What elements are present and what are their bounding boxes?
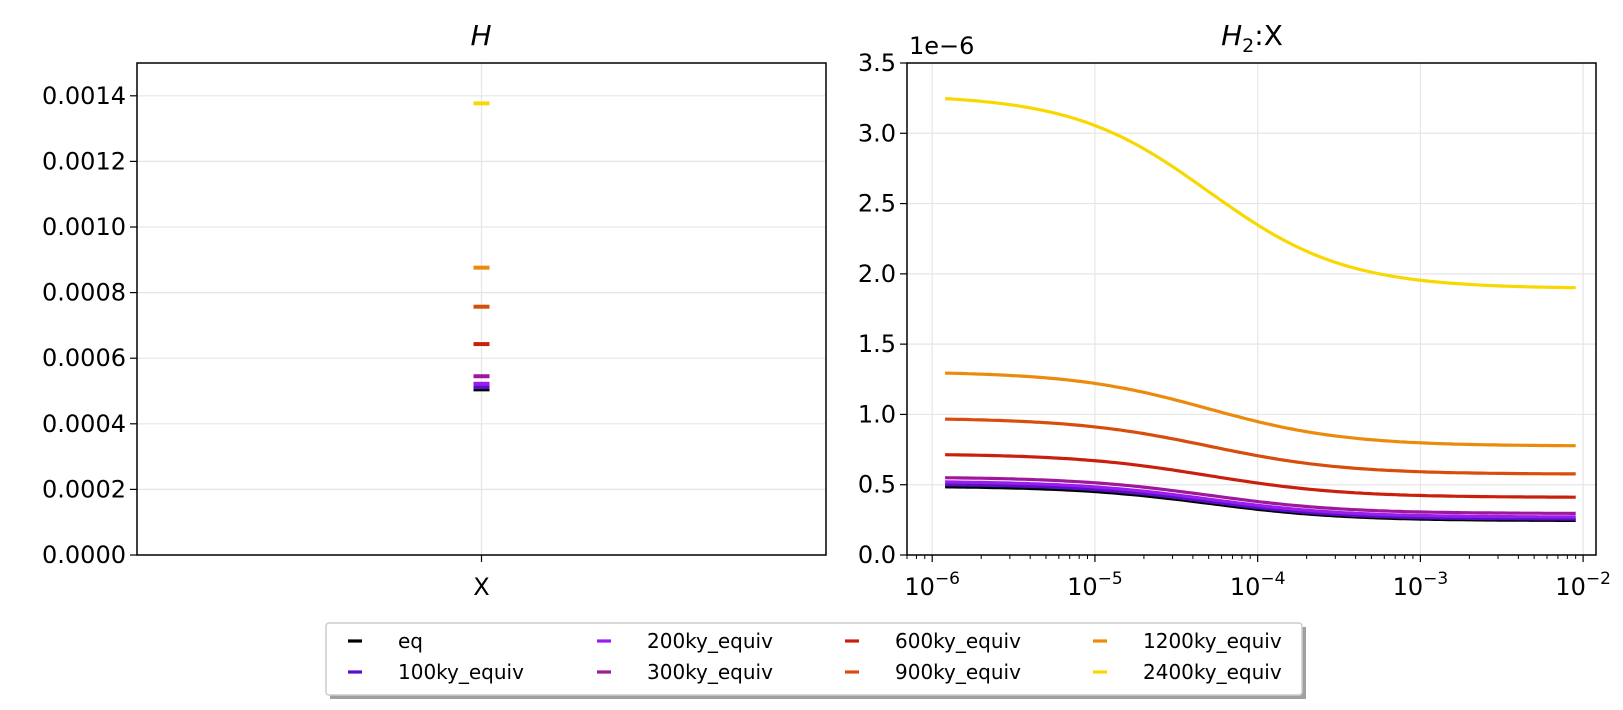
y-tick-label: 3.5 — [858, 49, 896, 77]
y-tick-label: 1.5 — [858, 330, 896, 358]
right-y-offset-label: 1e−6 — [909, 32, 974, 60]
legend-entries: eq 100ky_equiv 200ky_equiv 300ky_equiv 600ky… — [348, 629, 1282, 684]
right-title-suffix: :X — [1254, 19, 1283, 52]
legend-label-1200ky_equiv: 1200ky_equiv — [1143, 629, 1282, 653]
legend-label-2400ky_equiv: 2400ky_equiv — [1143, 660, 1282, 684]
legend-label-300ky_equiv: 300ky_equiv — [647, 660, 773, 684]
right-axes-frame — [906, 62, 1597, 556]
right-title-main: H — [1221, 19, 1242, 52]
legend-label-600ky_equiv: 600ky_equiv — [895, 629, 1021, 653]
y-tick-label: 0.0002 — [42, 475, 126, 503]
legend-label-eq: eq — [398, 629, 423, 653]
x-tick-label: 10−4 — [1230, 569, 1286, 601]
left-panel: 0.0000 0.0002 0.0004 0.0006 0.0008 0.0010 0.00… — [42, 19, 827, 601]
legend-label-100ky_equiv: 100ky_equiv — [398, 660, 524, 684]
x-tick-label: 10−5 — [1067, 569, 1123, 601]
line-600ky_equiv — [945, 453, 1576, 499]
y-tick-label: 2.0 — [858, 260, 896, 288]
line-300ky_equiv — [945, 476, 1576, 515]
right-y-ticks: 0.0 0.5 1.0 1.5 2.0 2.5 3.0 3.5 — [858, 49, 907, 569]
x-tick-label: 10−2 — [1555, 569, 1611, 601]
left-gridlines — [137, 63, 826, 555]
left-markers — [473, 101, 490, 392]
left-title: H — [470, 19, 491, 52]
line-200ky_equiv — [945, 480, 1576, 519]
y-tick-label: 0.0004 — [42, 410, 126, 438]
right-title-subscript: 2 — [1242, 35, 1254, 57]
left-x-ticks: X — [473, 555, 490, 601]
line-2400ky_equiv — [944, 97, 1576, 290]
left-y-ticks: 0.0000 0.0002 0.0004 0.0006 0.0008 0.0010 0.00… — [42, 82, 137, 569]
y-tick-label: 0.0 — [858, 541, 896, 569]
y-tick-label: 0.0012 — [42, 147, 126, 175]
line-900ky_equiv — [945, 417, 1576, 476]
right-panel: 0.00.51.01.52.02.53.03.5 10−6 10−5 10−4 10−… — [858, 19, 1611, 601]
y-tick-label: 1.0 — [858, 400, 896, 428]
y-tick-label: 0.0006 — [42, 344, 126, 372]
y-tick-label: 2.5 — [858, 190, 896, 218]
y-tick-label: 3.0 — [858, 119, 896, 147]
y-tick-label: 0.0010 — [42, 213, 126, 241]
legend-label-900ky_equiv: 900ky_equiv — [895, 660, 1021, 684]
x-tick-label: 10−3 — [1393, 569, 1449, 601]
line-100ky_equiv — [945, 483, 1576, 521]
legend: eq 100ky_equiv 200ky_equiv 300ky_equiv 600ky… — [325, 622, 1306, 699]
x-tick-label: 10−6 — [904, 569, 960, 601]
right-series-lines — [944, 97, 1576, 522]
y-tick-label: 0.0008 — [42, 279, 126, 307]
y-tick-label: 0.5 — [858, 471, 896, 499]
right-x-ticks: 10−6 10−5 10−4 10−3 10−2 — [904, 555, 1611, 601]
x-tick-label: X — [473, 573, 489, 601]
line-1200ky_equiv — [945, 371, 1576, 448]
right-title: H2:X — [1221, 19, 1283, 57]
legend-box — [325, 622, 1303, 696]
legend-label-200ky_equiv: 200ky_equiv — [647, 629, 773, 653]
y-tick-label: 0.0000 — [42, 541, 126, 569]
y-tick-label: 0.0014 — [42, 82, 126, 110]
